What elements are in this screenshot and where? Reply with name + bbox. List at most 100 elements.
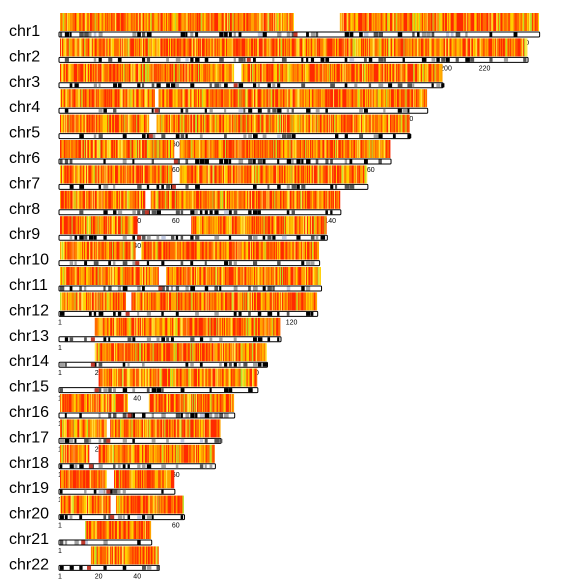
heat-stripe [144,241,147,260]
heat-stripe [203,267,206,285]
heat-stripe [506,13,509,31]
heat-stripe [95,114,98,133]
heat-stripe [300,89,302,108]
heat-stripe [166,89,168,108]
heat-stripe [226,140,229,158]
heat-stripe [229,165,232,184]
heat-stripe [151,13,154,31]
heat-stripe [407,114,409,133]
heat-stripe [111,190,113,209]
heat-stripe [299,38,301,57]
heat-stripe [124,140,127,158]
heat-stripe [197,38,199,57]
heat-stripe [97,165,99,184]
heat-stripe [295,190,297,209]
heat-stripe [200,317,203,336]
heat-stripe [71,216,73,235]
heat-stripe [305,89,307,108]
heat-stripe [250,140,252,158]
heat-stripe [322,165,324,184]
heat-stripe [421,63,424,82]
heat-stripe [292,38,294,57]
heat-stripe [87,267,89,285]
heat-stripe [241,343,243,362]
heat-stripe [181,165,183,184]
heat-stripe [336,63,339,82]
heat-stripe [242,292,244,311]
heat-stripe [182,343,184,362]
cytoband [407,83,413,88]
heat-stripe [139,63,141,82]
cytoband [166,57,169,62]
heat-stripe [397,114,400,133]
heat-stripe [194,165,196,184]
heat-stripe [215,89,217,108]
heat-stripe [247,63,249,82]
heat-stripe [87,165,89,184]
heat-stripe [285,190,288,209]
heat-stripe [120,216,123,235]
heat-stripe [232,38,235,57]
heat-stripe [259,241,262,260]
heat-stripe [195,267,197,285]
heat-stripe [198,165,201,184]
cytoband [98,108,103,113]
heat-stripe [162,241,164,260]
heat-stripe [146,140,149,158]
heat-stripe [313,216,316,235]
heat-stripe [80,89,82,108]
heat-stripe [326,190,328,209]
cytoband [142,235,146,240]
chromosome-label-chr4: chr4 [9,99,40,116]
heat-stripe [345,38,347,57]
heat-stripe [113,114,115,133]
heat-stripe [222,317,224,336]
heat-stripe [372,89,375,108]
heat-stripe [305,190,307,209]
heat-stripe [418,38,421,57]
heat-stripe [266,89,268,108]
heat-stripe [152,317,154,336]
cytoband [199,159,205,164]
heat-stripe [85,89,87,108]
heat-stripe [301,292,303,311]
heat-stripe [177,292,180,311]
heat-stripe [251,343,253,362]
heat-stripe [350,114,352,133]
heat-stripe [342,13,345,31]
heat-stripe [150,13,153,31]
heat-stripe [215,267,217,285]
heat-stripe [452,38,455,57]
heat-stripe [140,13,142,31]
heat-stripe [228,89,231,108]
heat-stripe [497,13,499,31]
cytoband [204,261,207,266]
heat-stripe [263,267,265,285]
heat-stripe [231,267,234,285]
cytoband [455,32,461,37]
heat-stripe [247,317,249,336]
heat-stripe [519,38,521,57]
heat-stripe [394,38,397,57]
heat-stripe [79,216,81,235]
heat-stripe [188,292,190,311]
heat-stripe [441,13,443,31]
cytoband [190,32,194,37]
heat-stripe [63,267,66,285]
heat-stripe [527,13,529,31]
heat-stripe [271,190,273,209]
heat-stripe [75,63,77,82]
heat-stripe [254,140,257,158]
heat-stripe [201,140,204,158]
heat-stripe [266,292,268,311]
heat-stripe [114,317,116,336]
heat-stripe [258,13,261,31]
heat-stripe [212,13,214,31]
heat-stripe [353,89,355,108]
heat-stripe [138,114,140,133]
heat-stripe [80,267,82,285]
heat-stripe [371,140,374,158]
heat-stripe [89,241,92,260]
heat-stripe [360,13,362,31]
heat-stripe [373,63,375,82]
